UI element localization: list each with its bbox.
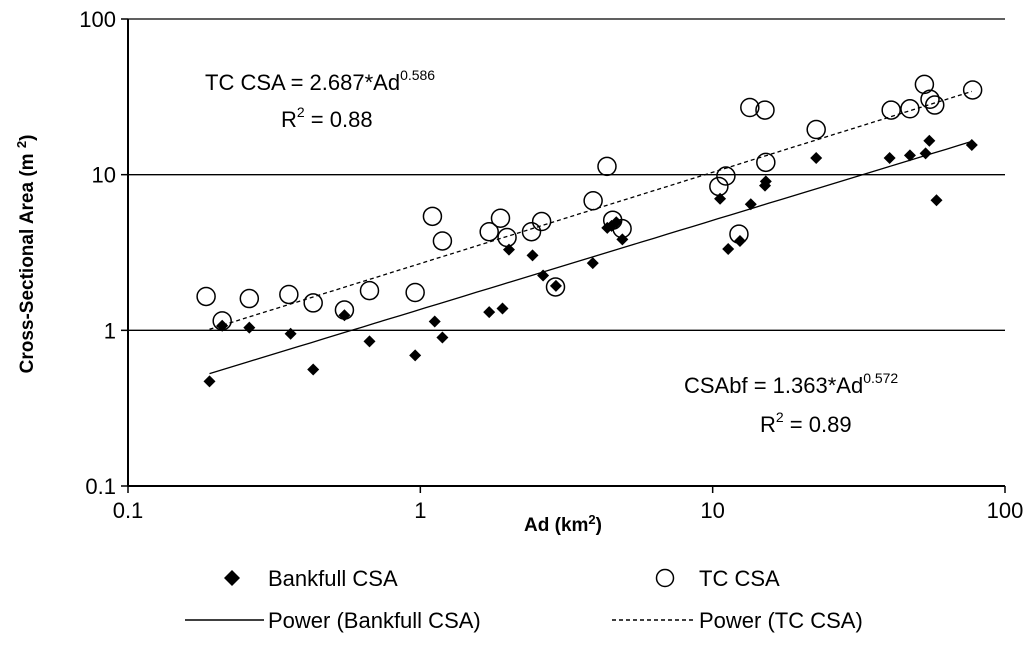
legend-label-power-bankfull: Power (Bankfull CSA) <box>268 608 481 633</box>
tc-csa-point <box>962 80 983 100</box>
grid-lines <box>128 18 1005 331</box>
tc-csa-point <box>334 300 355 320</box>
tc-csa-point <box>196 286 216 307</box>
bankfull-csa-point <box>203 375 216 388</box>
tc-csa-point <box>740 97 760 118</box>
tc-csa-point <box>279 284 299 305</box>
y-tick-label: 100 <box>79 7 116 32</box>
bankfull-csa-point <box>923 134 936 147</box>
tc-csa-point <box>597 156 617 177</box>
bankfull-equation-text: CSAbf = 1.363*Ad0.572 <box>684 370 898 398</box>
bankfull-csa-point <box>586 257 599 270</box>
bankfull-csa-point <box>526 249 539 262</box>
legend: Bankfull CSA TC CSA Power (Bankfull CSA)… <box>185 566 863 633</box>
y-axis-label: Cross-Sectional Area (m 2) <box>14 135 38 374</box>
bankfull-csa-point <box>428 315 441 328</box>
tc-csa-point <box>521 221 542 242</box>
x-tick-label: 0.1 <box>113 498 144 523</box>
tc-csa-point <box>756 152 776 173</box>
x-tick-label: 100 <box>987 498 1024 523</box>
x-tick-label: 1 <box>414 498 426 523</box>
bankfull-csa-point <box>363 335 376 348</box>
tc-csa-point <box>545 277 566 297</box>
trendlines <box>209 90 972 375</box>
tc-csa-point <box>422 206 443 227</box>
bankfull-csa-point <box>616 233 629 246</box>
tc-csa-point <box>881 100 901 120</box>
bankfull-csa-point <box>549 279 562 292</box>
bankfull-csa-point <box>483 306 496 319</box>
tc-csa-point <box>359 280 380 301</box>
y-tick-label: 10 <box>92 163 116 188</box>
legend-item-power-tc: Power (TC CSA) <box>612 608 863 633</box>
tc-csa-point <box>479 221 499 242</box>
bankfull-csa-point <box>436 331 449 344</box>
bankfull-csa-point <box>965 139 978 152</box>
legend-item-power-bankfull: Power (Bankfull CSA) <box>185 608 481 633</box>
legend-item-bankfull: Bankfull CSA <box>224 566 398 591</box>
bankfull-csa-point <box>744 198 757 211</box>
tc-csa-point <box>729 224 749 244</box>
tc-csa-point <box>239 288 260 309</box>
bankfull-csa-point <box>409 349 422 362</box>
bankfull-csa-point <box>722 243 735 256</box>
bankfull-r2-text: R2 = 0.89 <box>760 409 852 437</box>
y-tick-label: 0.1 <box>85 474 116 499</box>
tc-csa-point <box>924 95 945 115</box>
bankfull-csa-point <box>883 151 896 164</box>
bankfull-csa-point <box>930 194 943 207</box>
bankfull-csa-point <box>307 363 320 376</box>
bankfull-csa-point <box>919 147 932 160</box>
legend-diamond-icon <box>224 570 240 586</box>
tc-csa-point <box>806 119 826 140</box>
bankfull-csa-point <box>810 151 823 164</box>
bankfull-csa-point <box>537 269 550 282</box>
tc-csa-point <box>303 293 323 313</box>
legend-label-tc: TC CSA <box>699 566 780 591</box>
trendline-bankfull <box>209 140 972 375</box>
x-tick-label: 10 <box>700 498 724 523</box>
tc-r2-text: R2 = 0.88 <box>281 104 373 132</box>
tc-csa-point <box>920 89 940 110</box>
tc-csa-point <box>914 74 935 95</box>
tc-csa-point <box>432 231 453 251</box>
tc-csa-point <box>531 211 552 232</box>
legend-circle-icon <box>655 568 675 588</box>
tc-csa-point <box>900 99 920 119</box>
bankfull-equation-annotation: CSAbf = 1.363*Ad0.572 R2 = 0.89 <box>684 370 898 437</box>
bankfull-csa-point <box>496 302 509 315</box>
tc-equation-annotation: TC CSA = 2.687*Ad0.586 R2 = 0.88 <box>205 67 435 132</box>
tc-equation-text: TC CSA = 2.687*Ad0.586 <box>205 67 435 95</box>
tc-csa-point <box>405 282 425 303</box>
tc-csa-point <box>497 227 517 248</box>
tc-csa-point <box>612 218 632 239</box>
tc-csa-point <box>583 190 603 211</box>
bankfull-csa-point <box>759 175 772 188</box>
bankfull-csa-point <box>903 149 916 162</box>
data-points <box>196 74 983 388</box>
legend-item-tc: TC CSA <box>655 566 780 591</box>
bankfull-csa-point <box>243 321 256 334</box>
tc-csa-point <box>490 208 511 228</box>
trendline-tc <box>209 90 972 330</box>
axes <box>127 19 1005 487</box>
bankfull-csa-point <box>284 327 297 340</box>
legend-label-power-tc: Power (TC CSA) <box>699 608 863 633</box>
tc-csa-point <box>212 311 232 331</box>
y-tick-label: 1 <box>104 318 116 343</box>
tc-csa-point <box>709 176 729 197</box>
x-axis-label: Ad (km2) <box>524 512 602 536</box>
tick-labels: 0.1 1 10 100 0.1 1 10 100 <box>79 7 1023 523</box>
tc-csa-point <box>755 100 775 120</box>
bankfull-csa-point <box>733 234 746 247</box>
legend-label-bankfull: Bankfull CSA <box>268 566 398 591</box>
tc-csa-point <box>716 166 736 186</box>
